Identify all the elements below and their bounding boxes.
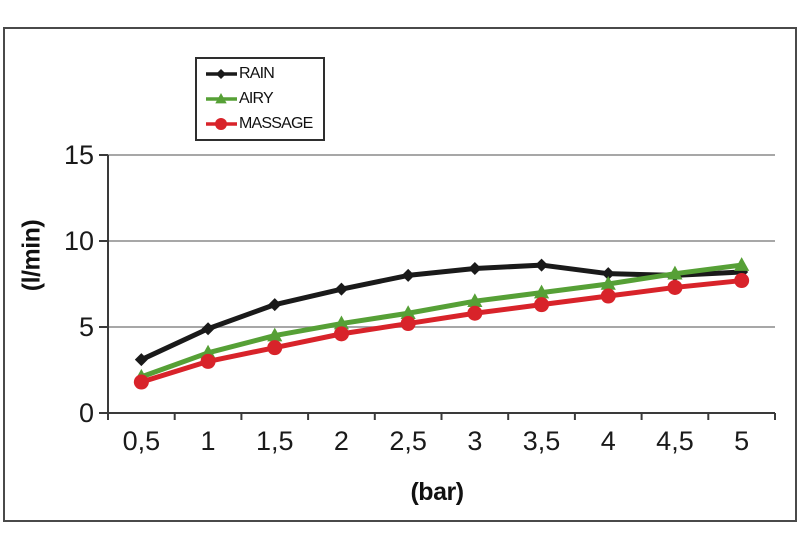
x-tick-label: 2: [334, 426, 349, 456]
x-tick-label: 2,5: [389, 426, 427, 456]
y-tick-label: 15: [64, 140, 94, 170]
series-massage: [133, 273, 750, 390]
series-line-airy: [138, 262, 745, 380]
x-tick-label: 0,5: [123, 426, 161, 456]
legend-item-rain: RAIN: [205, 62, 321, 87]
x-axis-title: (bar): [410, 478, 464, 506]
legend: RAIN AIRY MASSAGE: [195, 57, 325, 141]
x-tick-label: 4,5: [656, 426, 694, 456]
y-tick-label: 10: [64, 226, 94, 256]
airy-line-triangle-icon: [206, 93, 237, 104]
series-line-massage: [138, 278, 745, 385]
massage-line-circle-icon: [206, 117, 237, 130]
x-tick-label: 5: [734, 426, 749, 456]
legend-item-airy: AIRY: [205, 87, 321, 112]
x-tick-label: 1: [201, 426, 216, 456]
x-tick-label: 4: [601, 426, 616, 456]
x-tick-label: 3: [467, 426, 482, 456]
rain-line-diamond-icon: [206, 69, 237, 80]
legend-item-massage: MASSAGE: [205, 111, 321, 136]
legend-label-massage: MASSAGE: [239, 114, 313, 132]
legend-label-airy: AIRY: [239, 90, 274, 107]
x-tick-label: 1,5: [256, 426, 294, 456]
y-axis-title: (l/min): [17, 219, 46, 292]
legend-label-rain: RAIN: [239, 65, 275, 83]
y-tick-label: 5: [79, 312, 94, 342]
series-line-rain: [138, 262, 745, 363]
x-tick-label: 3,5: [523, 426, 561, 456]
y-tick-label: 0: [79, 398, 94, 428]
